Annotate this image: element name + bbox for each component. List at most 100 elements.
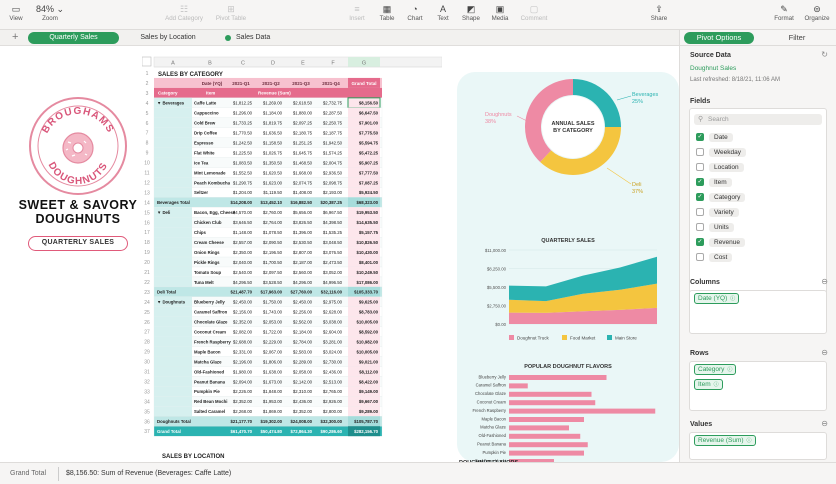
field-name[interactable]: Units xyxy=(709,222,734,232)
field-name[interactable]: Cost xyxy=(709,252,733,262)
row-number[interactable]: 17 xyxy=(144,230,150,236)
table-row[interactable]: Flat White $1,225.50 $1,026.75 $1,645.75 $1,… xyxy=(153,147,383,158)
field-checkbox[interactable] xyxy=(696,223,704,231)
table-row[interactable]: Coconut Cream $2,082.00 $1,722.00 $2,184.00… xyxy=(153,326,383,337)
table-row[interactable]: Caramel Saffron $2,156.00 $1,743.00 $2,256.… xyxy=(153,306,383,317)
field-checkbox[interactable] xyxy=(696,163,704,171)
table-row[interactable]: Chicken Club $3,646.50 $2,764.00 $3,826.50 $… xyxy=(153,217,383,228)
bar[interactable] xyxy=(509,450,584,456)
table-row[interactable]: Chocolate Glaze $2,352.00 $2,053.00 $2,562.… xyxy=(153,316,383,327)
table-row[interactable]: ▼ Doughnuts Blueberry Jelly $2,450.00 $1,75… xyxy=(153,296,383,307)
add-sheet-icon[interactable]: + xyxy=(12,31,19,43)
field-name[interactable]: Location xyxy=(709,162,744,172)
table-row[interactable]: Onion Rings $2,350.00 $2,196.50 $2,807.00 $3… xyxy=(153,246,383,258)
row-chip-category[interactable]: Category ⓘ xyxy=(694,364,737,375)
field-name[interactable]: Date xyxy=(709,132,733,142)
column-letter-E[interactable]: E xyxy=(301,61,305,67)
field-name[interactable]: Item xyxy=(709,177,732,187)
table-row[interactable]: Old-Fashioned $1,980.00 $1,638.00 $2,058.00… xyxy=(153,366,383,377)
table-row[interactable]: Drip Coffee $1,770.50 $1,636.50 $2,180.75 $2… xyxy=(153,127,383,138)
chip-options-icon[interactable]: ⓘ xyxy=(746,438,752,444)
table-row[interactable]: Matcha Glaze $2,196.00 $1,806.00 $2,289.00 $… xyxy=(153,356,383,367)
row-number[interactable]: 2 xyxy=(146,81,149,87)
chip-options-icon[interactable]: ⓘ xyxy=(727,367,733,373)
row-number[interactable]: 36 xyxy=(144,419,150,425)
bar[interactable] xyxy=(509,375,607,380)
tab-pivot-options[interactable]: Pivot Options xyxy=(684,32,754,44)
row-number[interactable]: 13 xyxy=(144,190,150,196)
field-checkbox[interactable]: ✓ xyxy=(696,178,704,186)
column-letter-F[interactable]: F xyxy=(331,61,335,67)
field-row-date[interactable]: ✓ Date xyxy=(696,131,733,143)
row-number[interactable]: 7 xyxy=(146,131,149,137)
row-number[interactable]: 34 xyxy=(144,399,150,405)
total-row[interactable]: Grand Total $61,470.70 $50,474.80 $72,864.3… xyxy=(153,426,383,437)
row-number[interactable]: 25 xyxy=(144,310,150,316)
field-checkbox[interactable]: ✓ xyxy=(696,193,704,201)
bar[interactable] xyxy=(509,417,584,422)
row-number[interactable]: 27 xyxy=(144,330,150,336)
tab-sales-data[interactable]: Sales Data xyxy=(222,32,292,44)
table-row[interactable]: Salted Caramel $2,268.00 $1,869.00 $2,352.0… xyxy=(153,406,383,417)
row-number[interactable]: 1 xyxy=(146,71,149,77)
row-number[interactable]: 8 xyxy=(146,141,149,147)
rows-drop-zone[interactable]: Category ⓘ Item ⓘ xyxy=(689,361,827,411)
table-row[interactable]: Red Bean Mochi $2,352.00 $1,953.00 $2,436.0… xyxy=(153,396,383,407)
toolbar-organize-button[interactable]: ⊜ Organize xyxy=(804,3,829,22)
table-row[interactable]: Ice Tea $1,083.50 $1,350.50 $1,468.50 $2,004… xyxy=(153,157,383,168)
row-number[interactable]: 26 xyxy=(144,320,150,326)
bar[interactable] xyxy=(509,442,588,448)
tab-quarterly-sales[interactable]: Quarterly Sales xyxy=(28,32,119,44)
donut-chart[interactable]: ANNUAL SALES BY CATEGORYBeverages25%Deli3… xyxy=(485,79,659,195)
field-checkbox[interactable] xyxy=(696,253,704,261)
field-checkbox[interactable]: ✓ xyxy=(696,133,704,141)
toolbar-shape-button[interactable]: ◩ Shape xyxy=(462,3,480,22)
table-row[interactable]: Peach Kombucha $1,290.75 $1,623.00 $2,074.7… xyxy=(153,177,383,188)
toolbar-chart-button[interactable]: ◔ Chart xyxy=(407,3,422,22)
field-row-category[interactable]: ✓ Category xyxy=(696,191,746,203)
columns-drop-zone[interactable]: Date (YQ) ⓘ xyxy=(689,290,827,334)
table-row[interactable]: Chips $1,148.00 $1,078.50 $1,396.00 $1,535.2… xyxy=(153,227,383,238)
row-number[interactable]: 31 xyxy=(144,370,150,376)
field-row-cost[interactable]: Cost xyxy=(696,251,733,263)
table-row[interactable]: Cream Cheese $2,557.00 $2,090.50 $2,530.50 $… xyxy=(153,236,383,248)
field-name[interactable]: Weekday xyxy=(709,147,746,157)
row-number[interactable]: 16 xyxy=(144,220,150,226)
column-letter-B[interactable]: B xyxy=(208,61,212,67)
donut-slice-doughnuts[interactable] xyxy=(525,79,573,162)
row-number[interactable]: 32 xyxy=(144,379,150,385)
row-number[interactable]: 11 xyxy=(144,171,149,177)
row-number[interactable]: 19 xyxy=(144,250,150,256)
table-selector-handle[interactable] xyxy=(142,56,152,67)
source-data-value[interactable]: Doughnut Sales xyxy=(690,65,737,72)
row-number[interactable]: 37 xyxy=(144,429,150,435)
row-number[interactable]: 21 xyxy=(144,270,150,276)
toolbar-view-button[interactable]: ▭ View xyxy=(9,3,22,22)
table-row[interactable]: Seltzer $1,204.00 $1,119.50 $1,408.00 $2,193… xyxy=(153,187,383,198)
toolbar-add-category-button[interactable]: ☷ Add Category xyxy=(165,3,203,22)
bar-chart[interactable]: POPULAR DOUGHNUT FLAVORS Blueberry Jelly C… xyxy=(472,364,656,462)
total-row[interactable]: Doughnuts Total $21,177.70 $19,302.00 $24,0… xyxy=(153,416,383,427)
bar[interactable] xyxy=(509,459,554,462)
field-row-variety[interactable]: Variety xyxy=(696,206,739,218)
field-row-revenue[interactable]: ✓ Revenue xyxy=(696,236,746,248)
donut-slice-beverages[interactable] xyxy=(573,79,621,127)
row-number[interactable]: 33 xyxy=(144,389,150,395)
column-chip-date[interactable]: Date (YQ) ⓘ xyxy=(694,293,740,304)
field-checkbox[interactable] xyxy=(696,208,704,216)
row-number[interactable]: 4 xyxy=(146,101,149,107)
area-series-doughnut-truck[interactable] xyxy=(509,307,657,324)
rows-options-icon[interactable]: ⊖ xyxy=(821,348,828,357)
bar[interactable] xyxy=(509,425,569,431)
row-number[interactable]: 29 xyxy=(144,350,150,356)
table-row[interactable]: Cappuccino $1,296.00 $1,184.00 $1,880.00 $2,… xyxy=(153,107,383,118)
toolbar-zoom-button[interactable]: 84% ⌄ Zoom xyxy=(36,3,64,22)
field-name[interactable]: Category xyxy=(709,192,746,202)
table-row[interactable]: Peanut Banana $2,094.00 $1,673.00 $2,142.00… xyxy=(153,376,383,387)
toolbar-table-button[interactable]: ▦ Table xyxy=(380,3,395,22)
row-number[interactable]: 14 xyxy=(144,200,150,206)
fields-search-input[interactable]: ⚲ Search xyxy=(694,114,822,125)
tab-filter[interactable]: Filter xyxy=(788,33,806,42)
row-number[interactable]: 3 xyxy=(146,91,149,97)
field-name[interactable]: Variety xyxy=(709,207,739,217)
